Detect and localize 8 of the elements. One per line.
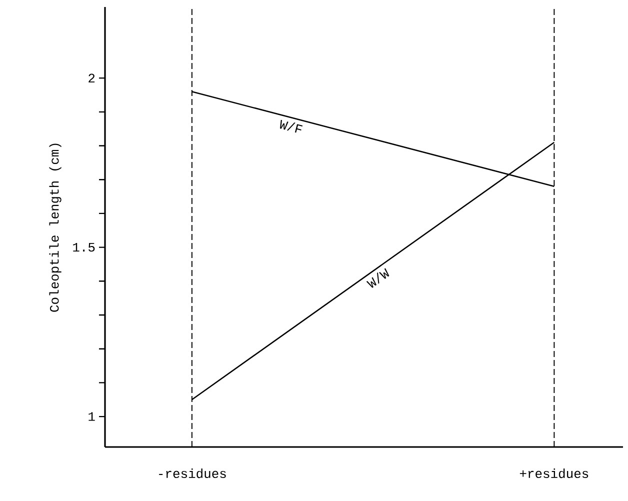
- text: W/F: [280, 120, 303, 133]
- x-tick-label: -residues: [159, 468, 226, 478]
- x-tick-label: +residues: [520, 468, 588, 478]
- text: W/W: [366, 268, 390, 288]
- y-axis-title: Coleoptile length (cm): [49, 144, 62, 312]
- y-tick-label: 1.5: [73, 242, 95, 252]
- y-tick-label: 2: [88, 74, 95, 82]
- y-tick-label: 1: [88, 412, 95, 421]
